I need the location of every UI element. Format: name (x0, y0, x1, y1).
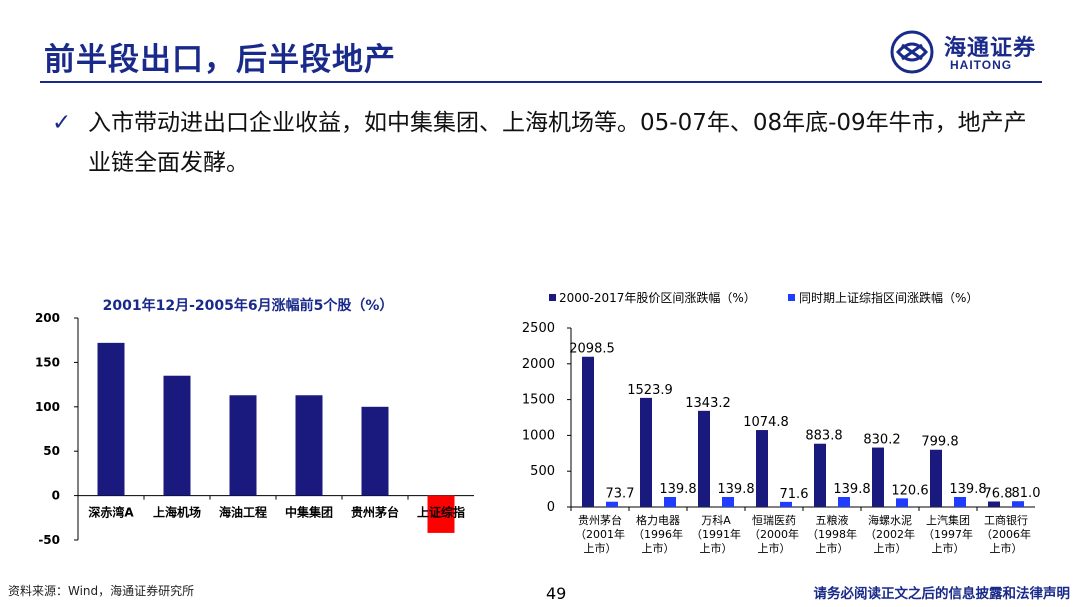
chart2-bar-stock (698, 410, 710, 507)
chart2-category-label: 上市） (758, 541, 791, 555)
chart2-bar-stock (756, 430, 768, 507)
chart2-category-label: （2001年 (575, 527, 625, 541)
chart2-category-label: 工商银行 (984, 513, 1028, 527)
chart2-category-label: 五粮液 (816, 513, 849, 527)
chart2-bar-index (1012, 501, 1024, 507)
chart2-category-label: （1998年 (807, 527, 857, 541)
chart1-y-tick-label: -50 (38, 533, 60, 547)
slide-title: 前半段出口，后半段地产 (44, 42, 396, 78)
page-number: 49 (546, 584, 567, 603)
chart2-category-label: 恒瑞医药 (752, 513, 796, 527)
chart2-category-label: （1996年 (633, 527, 683, 541)
chart2-category-label: （1991年 (691, 527, 741, 541)
chart2-category-label: 上汽集团 (926, 513, 970, 527)
chart2-data-label-index: 139.8 (949, 482, 986, 497)
chart2-category-label: 海螺水泥 (868, 513, 912, 527)
chart2-data-label-index: 81.0 (1012, 486, 1040, 501)
chart2-data-label-stock: 2098.5 (569, 342, 615, 357)
chart2-bar-stock (582, 356, 594, 507)
chart2-bar-stock (872, 447, 884, 507)
chart2-bar-index (664, 496, 676, 507)
chart1-category-label: 上证综指 (417, 505, 465, 520)
chart2-category-label: （2002年 (865, 527, 915, 541)
chart2-data-label-stock: 1523.9 (627, 383, 673, 398)
chart2-data-label-stock: 830.2 (863, 433, 900, 448)
chart2-category-label: 上市） (642, 541, 675, 555)
chart2-bar-index (722, 496, 734, 507)
chart2-category-label: （1997年 (923, 527, 973, 541)
chart2-data-label-index: 139.8 (717, 482, 754, 497)
disclaimer: 请务必阅读正文之后的信息披露和法律声明 (813, 586, 1071, 602)
chart2-y-tick-label: 500 (530, 464, 555, 479)
chart2-legend-swatch-1 (549, 294, 556, 301)
chart1-bar (229, 395, 257, 496)
chart2-legend-label-1: 2000-2017年股价区间涨跌幅（%） (559, 290, 756, 305)
chart-top5-stocks: 2001年12月-2005年6月涨幅前5个股（%） 200 150 100 50 0 -50… (35, 297, 474, 547)
logo-text-cn: 海通证券 (944, 35, 1037, 61)
chart1-category-label: 上海机场 (153, 505, 201, 520)
chart1-category-label: 深赤湾A (88, 505, 134, 520)
chart-long-term-returns: 2000-2017年股价区间涨跌幅（%） 同时期上证综指区间涨跌幅（%） 2500 2… (522, 290, 1040, 555)
chart2-category-label: 上市） (990, 541, 1023, 555)
chart2-y-tick-label: 1000 (522, 428, 555, 443)
chart2-data-label-index: 71.6 (780, 487, 809, 502)
chart2-bar-index (838, 496, 850, 507)
chart2-bar-index (606, 501, 618, 507)
chart2-category-label: 万科A (701, 513, 731, 527)
checkmark-icon: ✓ (52, 110, 72, 136)
chart2-data-label-index: 139.8 (833, 482, 870, 497)
chart1-y-tick-label: 50 (43, 444, 60, 458)
chart1-title: 2001年12月-2005年6月涨幅前5个股（%） (103, 297, 394, 314)
chart2-data-label-stock: 883.8 (805, 429, 842, 444)
chart2-category-label: 上市） (874, 541, 907, 555)
chart2-bar-stock (988, 501, 1000, 507)
chart1-y-tick-label: 200 (35, 311, 60, 325)
chart1-y-tick-label: 150 (35, 355, 60, 369)
chart2-legend-swatch-2 (788, 294, 795, 301)
chart2-category-label: 上市） (932, 541, 965, 555)
chart2-bar-stock (814, 443, 826, 507)
chart2-bar-stock (930, 449, 942, 507)
chart2-category-label: 上市） (816, 541, 849, 555)
chart1-bar (427, 495, 455, 533)
bullet-point: ✓ 入市带动进出口企业收益，如中集集团、上海机场等。05-07年、08年底-09… (52, 103, 1042, 183)
chart1-y-tick-label: 0 (52, 489, 60, 503)
chart1-bar (361, 406, 389, 496)
chart2-data-label-index: 139.8 (659, 482, 696, 497)
chart2-data-label-stock: 1074.8 (743, 415, 789, 430)
chart2-y-tick-label: 0 (547, 500, 555, 515)
logo-text-en: HAITONG (950, 58, 1013, 72)
chart2-data-label-stock: 799.8 (921, 435, 958, 450)
chart2-bar-index (780, 501, 792, 507)
chart2-bar-index (896, 498, 908, 507)
chart2-category-label: （2006年 (981, 527, 1031, 541)
chart2-category-label: 贵州茅台 (578, 513, 622, 527)
chart2-category-label: （2000年 (749, 527, 799, 541)
bullet-text: 入市带动进出口企业收益，如中集集团、上海机场等。05-07年、08年底-09年牛… (88, 110, 1027, 176)
chart1-category-label: 贵州茅台 (351, 505, 399, 520)
chart2-data-label-stock: 76.8 (984, 487, 1013, 502)
chart1-category-label: 海油工程 (219, 505, 267, 520)
chart1-category-label: 中集集团 (285, 505, 333, 520)
chart2-data-label-stock: 1343.2 (685, 396, 731, 411)
chart2-y-tick-label: 1500 (522, 393, 555, 408)
title-underline (40, 81, 1042, 83)
chart2-category-label: 上市） (584, 541, 617, 555)
chart2-data-label-index: 73.7 (606, 487, 635, 502)
chart1-bar (163, 375, 191, 496)
chart2-bar-index (954, 496, 966, 507)
chart2-y-tick-label: 2000 (522, 357, 555, 372)
chart1-bar (97, 342, 125, 496)
chart1-y-tick-label: 100 (35, 400, 60, 414)
chart2-bar-stock (640, 397, 652, 507)
logo-emblem-icon (890, 30, 934, 74)
chart2-legend-label-2: 同时期上证综指区间涨跌幅（%） (799, 290, 978, 305)
chart2-data-label-index: 120.6 (891, 483, 928, 498)
chart2-category-label: 格力电器 (636, 513, 680, 527)
haitong-logo: 海通证券 HAITONG (888, 28, 1048, 76)
source-note: 资料来源：Wind，海通证券研究所 (8, 584, 195, 598)
chart2-category-label: 上市） (700, 541, 733, 555)
chart1-bar (295, 395, 323, 496)
chart2-y-tick-label: 2500 (522, 321, 555, 336)
